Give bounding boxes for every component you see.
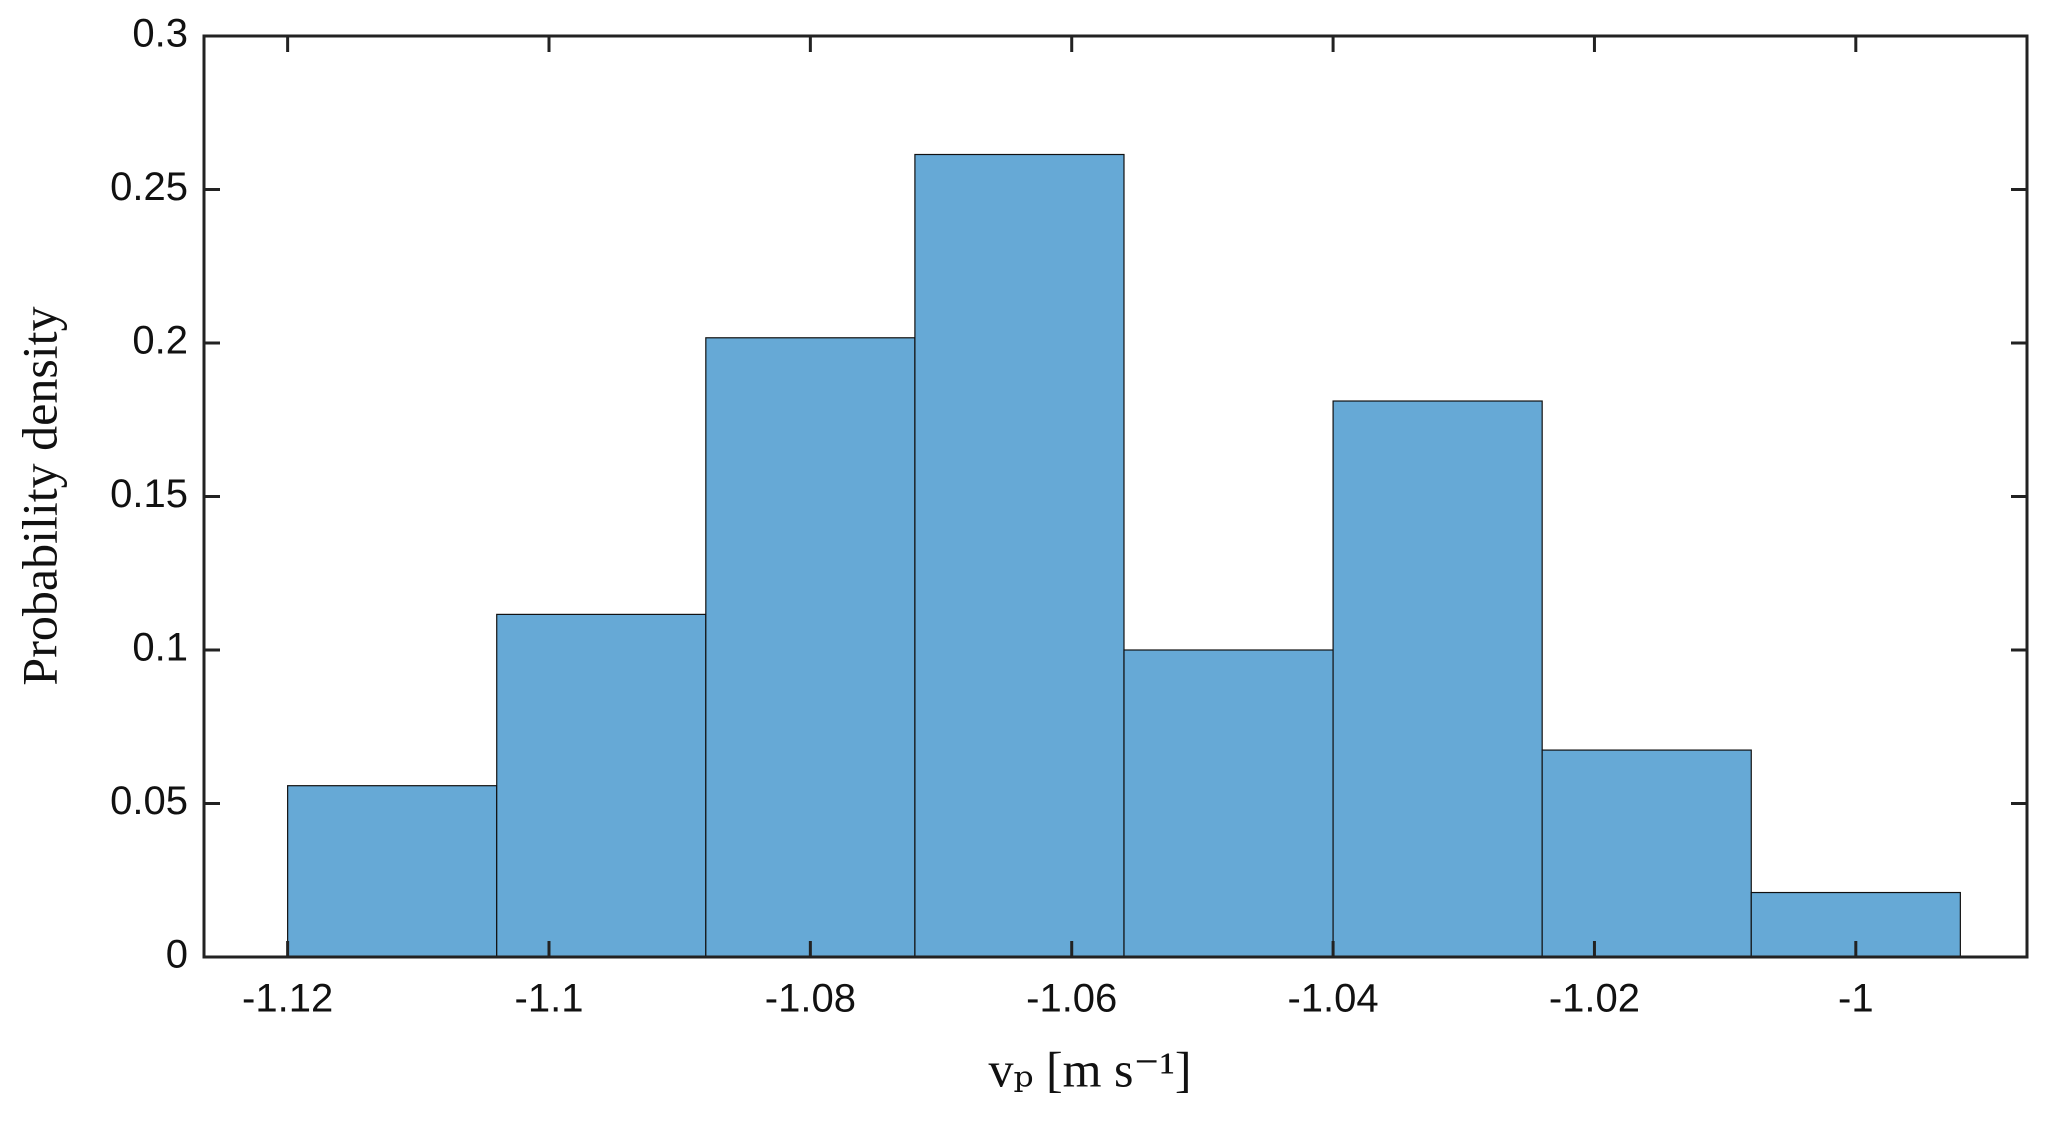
x-tick-label: -1.08 bbox=[765, 977, 856, 1021]
y-tick-label: 0.3 bbox=[132, 12, 188, 56]
bar bbox=[496, 613, 707, 958]
x-tick-label: -1.04 bbox=[1287, 977, 1378, 1021]
x-tick-label: -1.06 bbox=[1026, 977, 1117, 1021]
y-tick-label: 0.1 bbox=[132, 626, 188, 670]
y-tick-label: 0.2 bbox=[132, 319, 188, 363]
y-tick-label: 0.15 bbox=[110, 472, 188, 516]
x-tick-label: -1 bbox=[1838, 977, 1874, 1021]
y-tick-label: 0 bbox=[166, 933, 188, 977]
y-tick-label: 0.25 bbox=[110, 165, 188, 209]
x-tick-label: -1.12 bbox=[242, 977, 333, 1021]
bar bbox=[1541, 749, 1752, 958]
bar bbox=[1123, 649, 1334, 958]
bar bbox=[1332, 400, 1543, 958]
x-tick-label: -1.02 bbox=[1549, 977, 1640, 1021]
bar bbox=[914, 153, 1125, 958]
y-axis-label: Probability density bbox=[11, 306, 67, 685]
bar bbox=[287, 785, 498, 958]
x-axis-label: vₚ [m s⁻¹] bbox=[988, 1041, 1191, 1097]
bar bbox=[705, 337, 916, 958]
y-tick-label: 0.05 bbox=[110, 779, 188, 823]
x-tick-label: -1.1 bbox=[515, 977, 584, 1021]
